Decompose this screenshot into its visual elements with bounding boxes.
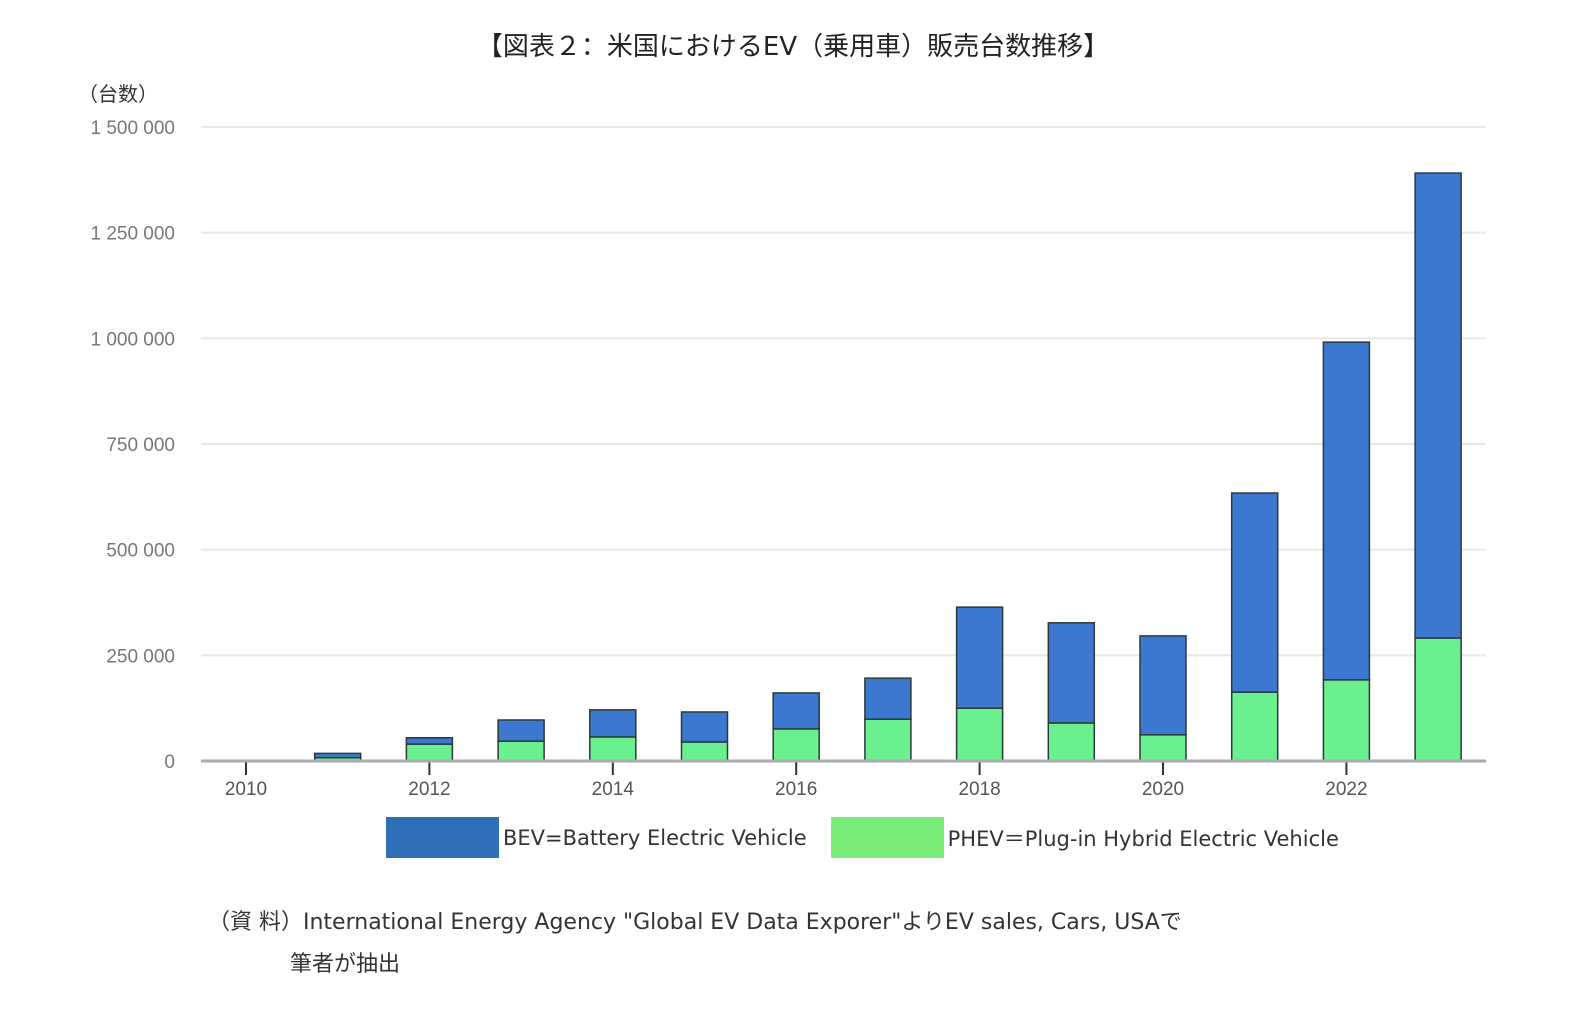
- bar-bev: [313, 752, 362, 759]
- y-tick-label: 1 000 000: [90, 329, 175, 350]
- bar-phev: [1414, 637, 1462, 762]
- x-tick-label: 2012: [408, 779, 450, 800]
- bar-bev: [1139, 635, 1187, 736]
- x-tick-label: 2016: [775, 779, 817, 800]
- y-tick-label: 1 250 000: [90, 224, 175, 245]
- bar-bev: [1230, 492, 1279, 693]
- bar-bev: [772, 692, 820, 730]
- y-tick-label: 1 500 000: [90, 118, 175, 139]
- bar-bev: [1322, 341, 1371, 681]
- x-tick-label: 2014: [592, 779, 635, 800]
- bar-phev: [1322, 679, 1371, 762]
- legend-label-phev: PHEV＝Plug-in Hybrid Electric Vehicle: [947, 826, 1339, 851]
- bar-bev: [589, 709, 637, 738]
- bar-phev: [680, 741, 729, 762]
- legend-swatch-bev: [386, 817, 499, 858]
- bar-bev: [680, 711, 729, 743]
- stacked-bar-chart: 0 250 000 500 000 750 000 1 000 000 1 250 000…: [90, 118, 1486, 800]
- bar-phev: [405, 743, 454, 762]
- bar-phev: [1139, 734, 1187, 762]
- bar-phev: [864, 718, 912, 762]
- bar-phev: [589, 736, 637, 762]
- source-line-2: 筆者が抽出: [290, 952, 401, 977]
- bar-bev: [497, 719, 545, 742]
- bar-bev: [1047, 622, 1096, 724]
- x-tick-label: 2020: [1142, 779, 1184, 800]
- legend: BEV=Battery Electric Vehicle PHEV＝Plug-i…: [386, 817, 1363, 858]
- y-tick-label: 500 000: [106, 541, 175, 562]
- bar-phev: [772, 728, 820, 762]
- y-tick-label: 750 000: [106, 435, 175, 456]
- y-tick-label: 0: [164, 752, 175, 773]
- bar-bev: [405, 737, 454, 745]
- bar-bev: [955, 606, 1004, 709]
- bar-bev: [1414, 172, 1462, 639]
- bar-phev: [955, 707, 1004, 762]
- bar-phev: [1230, 691, 1279, 762]
- legend-label-bev: BEV=Battery Electric Vehicle: [503, 825, 807, 850]
- source-note: （資 料）International Energy Agency "Global…: [208, 902, 1182, 986]
- bar-bev: [864, 677, 912, 720]
- source-line-1: （資 料）International Energy Agency "Global…: [208, 910, 1182, 935]
- legend-swatch-phev: [830, 817, 944, 858]
- x-tick-label: 2022: [1325, 779, 1367, 800]
- bar-phev: [1047, 722, 1096, 762]
- x-tick-label: 2018: [958, 779, 1000, 800]
- y-tick-label: 250 000: [106, 646, 175, 667]
- x-tick-label: 2010: [225, 779, 267, 800]
- y-axis-label: （台数）: [78, 82, 158, 106]
- bar-phev: [497, 740, 545, 762]
- chart-title: 【図表２：米国におけるEV（乗用車）販売台数推移】: [476, 32, 1110, 62]
